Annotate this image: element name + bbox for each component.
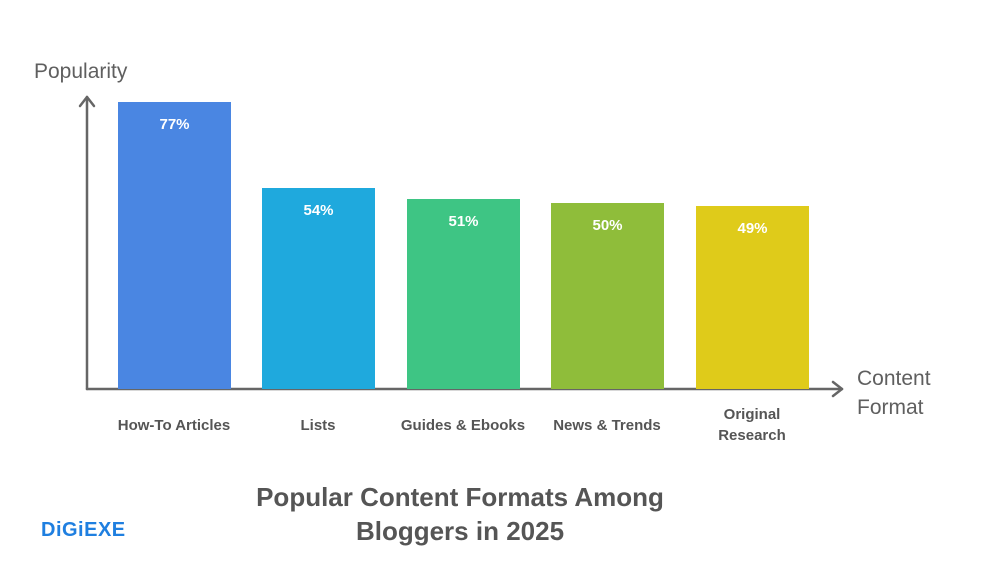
category-label: How-To Articles xyxy=(99,415,249,436)
category-label: News & Trends xyxy=(532,415,682,436)
bar-value-label: 54% xyxy=(303,202,334,219)
chart-title: Popular Content Formats Among Bloggers i… xyxy=(200,480,720,548)
bar: 50% xyxy=(551,203,664,389)
bar-value-label: 50% xyxy=(592,217,623,234)
category-label-line: Original xyxy=(723,406,781,423)
bar: 51% xyxy=(407,199,520,389)
bar: 77% xyxy=(118,102,231,389)
x-axis-label-line: Format xyxy=(857,396,924,419)
category-label-line: News & Trends xyxy=(553,417,661,434)
category-label-line: Guides & Ebooks xyxy=(400,417,526,434)
bar-value-label: 77% xyxy=(159,116,190,133)
category-label-line: How-To Articles xyxy=(117,417,231,434)
category-label: Original Research xyxy=(677,404,827,446)
bar-value-label: 51% xyxy=(448,213,479,230)
bar: 49% xyxy=(696,206,809,389)
bar-value-label: 49% xyxy=(737,220,768,237)
y-axis-label: Popularity xyxy=(34,60,128,83)
x-axis-label-line: Content xyxy=(857,367,931,390)
category-label: Guides & Ebooks xyxy=(388,415,538,436)
chart-title-line: Popular Content Formats Among xyxy=(256,482,664,512)
brand-logo: DiGiEXE xyxy=(41,519,126,541)
x-axis-label: Content Format xyxy=(857,364,931,422)
category-label: Lists xyxy=(243,415,393,436)
category-label-line: Research xyxy=(718,427,786,444)
chart-title-line: Bloggers in 2025 xyxy=(355,516,565,546)
bar: 54% xyxy=(262,188,375,389)
category-label-line: Lists xyxy=(300,417,336,434)
